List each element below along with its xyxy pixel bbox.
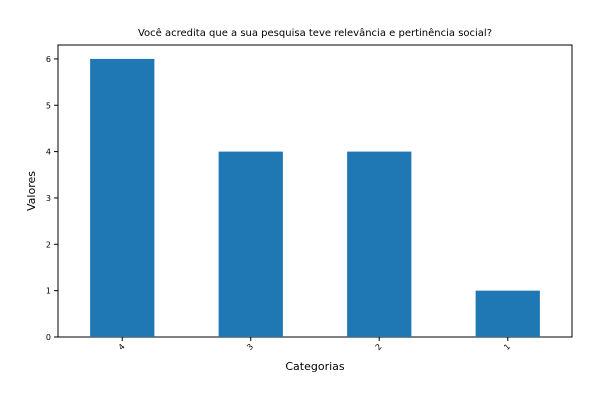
bar-3	[218, 151, 283, 337]
x-tick-label: 4	[117, 342, 127, 352]
chart-title: Você acredita que a sua pesquisa teve re…	[138, 27, 492, 39]
bar-1	[475, 290, 540, 337]
x-tick-label: 3	[245, 342, 255, 352]
y-tick-label: 2	[46, 240, 51, 249]
y-axis: 0 1 2 3 4 5 6	[46, 55, 58, 342]
plot-area-frame	[57, 44, 573, 338]
y-tick-label: 0	[46, 333, 51, 342]
bar-2	[347, 151, 412, 337]
y-axis-label: Valores	[25, 171, 38, 211]
y-tick-label: 4	[46, 148, 51, 157]
bars-group	[90, 58, 540, 338]
x-tick-label: 1	[502, 342, 512, 352]
bar-4	[90, 58, 155, 338]
y-tick-label: 3	[46, 194, 51, 203]
x-axis-label: Categorias	[285, 360, 345, 373]
y-tick-label: 6	[46, 55, 51, 64]
y-tick-label: 1	[46, 287, 51, 296]
x-tick-label: 2	[374, 342, 384, 352]
y-tick-label: 5	[46, 101, 51, 110]
x-axis: 4 3 2 1	[117, 337, 512, 352]
